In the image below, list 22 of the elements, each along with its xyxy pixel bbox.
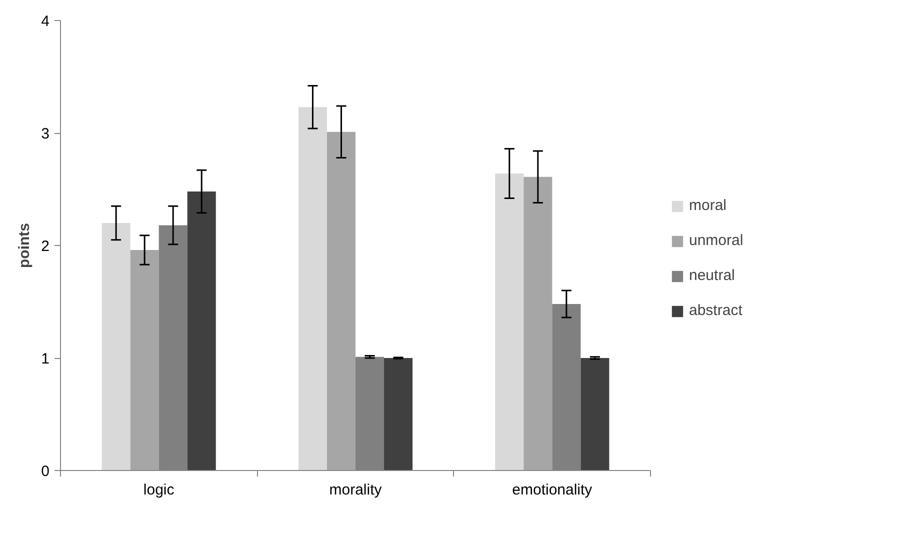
- bar: [580, 358, 610, 470]
- x-tick-label: morality: [329, 482, 382, 498]
- y-tick-label: 4: [41, 13, 50, 30]
- legend-label: neutral: [689, 267, 735, 284]
- bar: [130, 250, 159, 470]
- y-tick-label: 3: [41, 126, 50, 142]
- y-tick-label: 0: [41, 463, 50, 480]
- legend-label: abstract: [689, 302, 742, 319]
- bar: [102, 223, 130, 470]
- legend-label: moral: [689, 197, 727, 214]
- x-tick-label: logic: [143, 482, 175, 498]
- y-tick-label: 2: [41, 238, 50, 255]
- bar: [326, 132, 356, 470]
- bar: [495, 174, 524, 470]
- y-axis-title: points: [16, 222, 34, 268]
- y-tick-label: 1: [41, 350, 50, 368]
- legend-label: unmoral: [689, 232, 744, 249]
- x-tick-label: emotionality: [512, 482, 593, 498]
- bar: [524, 176, 552, 470]
- bar: [384, 358, 413, 470]
- bar: [298, 107, 327, 470]
- bar: [187, 192, 216, 470]
